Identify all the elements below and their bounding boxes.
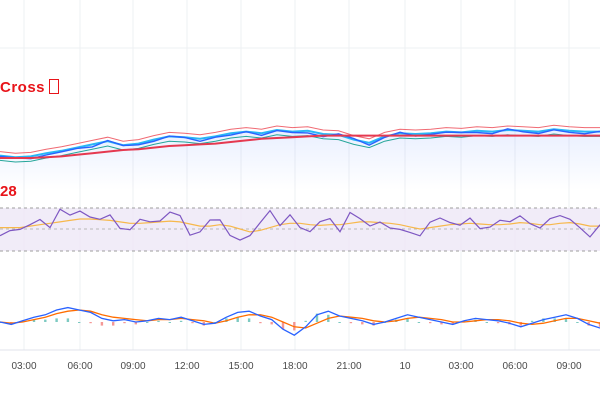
macd-histogram-bar: [66, 318, 70, 322]
time-tick-label: 18:00: [282, 361, 307, 372]
macd-histogram-bar: [496, 322, 500, 324]
macd-histogram-bar: [576, 322, 579, 323]
macd-histogram-bar: [236, 317, 239, 322]
macd-pane[interactable]: [0, 306, 600, 336]
time-tick-label: 12:00: [174, 361, 199, 372]
time-tick-label: 09:00: [120, 361, 145, 372]
rsi-line: [0, 208, 600, 241]
time-axis: 03:00 06:00 09:00 12:00 15:00 18:00 21:00 10 03:…: [0, 349, 600, 372]
macd-histogram-bar: [361, 322, 364, 325]
macd-histogram-bar: [259, 322, 262, 324]
price-pane[interactable]: [0, 124, 600, 190]
macd-histogram-bar: [157, 320, 160, 322]
macd-histogram-bar: [179, 320, 183, 322]
price-area-fill: [0, 130, 600, 190]
time-tick-label: 21:00: [336, 361, 361, 372]
time-tick-label: 09:00: [556, 361, 581, 372]
macd-histogram-bar: [191, 322, 194, 324]
macd-histogram-bar: [349, 322, 353, 324]
macd-histogram-bar: [451, 322, 454, 325]
macd-line: [0, 306, 600, 336]
macd-histogram-bar: [112, 322, 115, 326]
macd-histogram-bar: [530, 320, 534, 322]
macd-histogram-bar: [123, 322, 126, 324]
macd-histogram-bar: [78, 322, 81, 323]
rsi-pane[interactable]: [0, 207, 600, 252]
macd-histogram-bar: [247, 318, 251, 322]
macd-histogram-bar: [440, 322, 443, 325]
price-line: [0, 128, 600, 160]
macd-histogram-bar: [338, 322, 341, 323]
macd-histogram-bar: [134, 322, 137, 325]
time-tick-label: 15:00: [228, 361, 253, 372]
macd-histogram-bar: [429, 322, 432, 324]
upper-band-line: [0, 124, 600, 154]
macd-histogram-bar: [168, 322, 171, 323]
time-tick-label: 06:00: [502, 361, 527, 372]
cross-signal-label: Cross: [0, 79, 60, 96]
macd-signal-line: [0, 309, 600, 329]
macd-histogram-bar: [281, 322, 285, 330]
rsi-value-label: 28: [0, 183, 17, 200]
macd-histogram-bar: [146, 322, 149, 323]
macd-histogram-bar: [100, 322, 104, 326]
time-tick-label: 03:00: [448, 361, 473, 372]
macd-histogram-bar: [417, 322, 421, 323]
macd-histogram-bar: [55, 318, 58, 322]
square-outline-icon: [49, 79, 60, 94]
macd-histogram-bar: [304, 320, 307, 322]
time-tick-label: 06:00: [67, 361, 92, 372]
long-ma-line: [0, 134, 600, 159]
macd-histogram-bar: [564, 318, 568, 322]
macd-histogram-bar: [598, 322, 600, 327]
macd-histogram-bar: [406, 318, 409, 322]
macd-histogram-bar: [315, 313, 319, 322]
cross-signal-text: Cross: [0, 79, 46, 96]
macd-histogram-bar: [32, 319, 36, 322]
macd-histogram-bar: [270, 322, 273, 325]
macd-histogram-bar: [485, 322, 488, 323]
time-tick-label: 10: [399, 361, 411, 372]
macd-histogram-bar: [89, 322, 92, 324]
macd-histogram-bar: [44, 319, 47, 322]
time-tick-label: 03:00: [11, 361, 36, 372]
